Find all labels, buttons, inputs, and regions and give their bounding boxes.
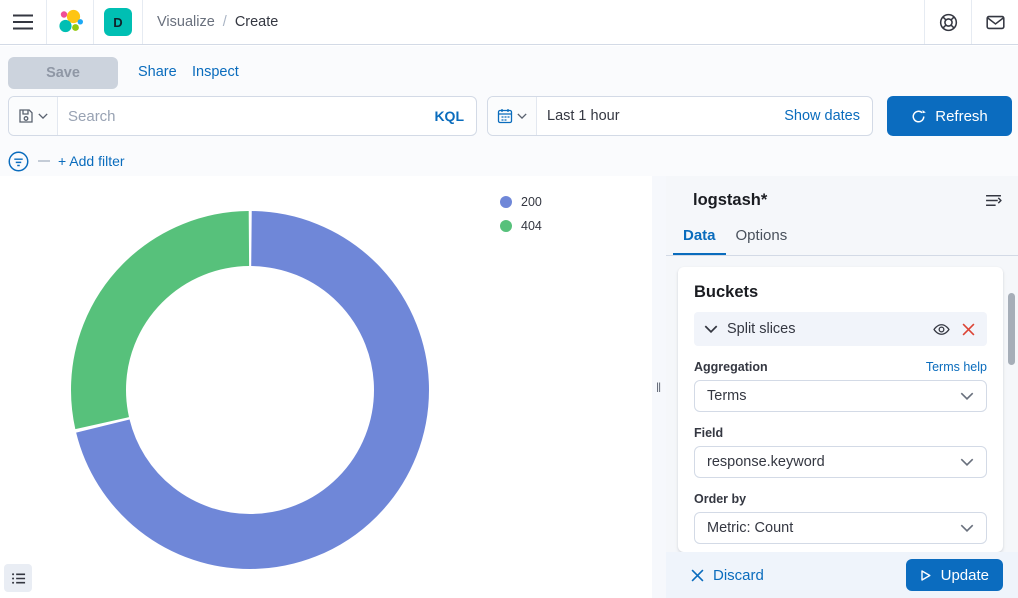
- vis-editor-sidebar: logstash* Data Options Buckets Split sli…: [666, 176, 1018, 598]
- chevron-down-icon: [38, 113, 48, 119]
- saved-query-menu-button[interactable]: [9, 97, 58, 135]
- tab-options[interactable]: Options: [735, 227, 788, 244]
- time-range-value[interactable]: Last 1 hour: [547, 108, 620, 124]
- top-navbar: D Visualize / Create: [0, 0, 1018, 45]
- buckets-card: Buckets Split slices: [678, 267, 1003, 552]
- terms-help-link[interactable]: Terms help: [925, 360, 987, 374]
- update-label: Update: [940, 566, 989, 584]
- close-x-icon: [962, 323, 975, 336]
- sidebar-footer: Discard Update: [666, 552, 1018, 598]
- chevron-down-icon: [960, 392, 974, 400]
- divider: [142, 0, 143, 44]
- query-language-button[interactable]: KQL: [434, 108, 464, 124]
- legend-item-200[interactable]: 200: [500, 190, 542, 214]
- split-slices-row[interactable]: Split slices: [694, 312, 987, 346]
- help-lifering-icon: [939, 13, 958, 32]
- newsfeed-button[interactable]: [972, 0, 1018, 44]
- toggle-visibility-button[interactable]: [931, 319, 952, 340]
- filter-bar: + Add filter: [0, 146, 1018, 176]
- aggregation-label: Aggregation: [694, 360, 768, 374]
- app-header: Save Share Inspect KQL: [0, 46, 1018, 176]
- share-button[interactable]: Share: [138, 64, 177, 80]
- buckets-title: Buckets: [694, 283, 759, 301]
- show-dates-button[interactable]: Show dates: [784, 108, 860, 124]
- chevron-down-icon: [960, 524, 974, 532]
- order-by-label: Order by: [694, 492, 747, 506]
- breadcrumb: Visualize / Create: [143, 14, 278, 30]
- search-input[interactable]: [58, 97, 423, 135]
- chart-panel: 200 404: [0, 176, 652, 598]
- collapse-sidebar-button[interactable]: [983, 190, 1004, 211]
- visualize-editor: 200 404 ‖ logstash*: [0, 176, 1018, 598]
- discard-label: Discard: [713, 566, 764, 584]
- sidebar-tabs: Data Options: [666, 219, 1018, 256]
- list-icon: [11, 571, 26, 586]
- aggregation-select[interactable]: Terms: [694, 380, 987, 412]
- search-input-group: KQL: [8, 96, 477, 136]
- tab-data[interactable]: Data: [673, 219, 726, 255]
- panel-resizer[interactable]: ‖: [652, 176, 666, 598]
- refresh-icon: [911, 109, 927, 124]
- cross-icon: [691, 569, 704, 582]
- play-icon: [920, 569, 932, 582]
- field-label: Field: [694, 426, 724, 440]
- breadcrumb-visualize[interactable]: Visualize: [157, 14, 215, 30]
- order-by-value: Metric: Count: [707, 520, 794, 536]
- legend-swatch-404: [500, 220, 512, 232]
- divider: [93, 0, 94, 44]
- help-button[interactable]: [925, 0, 971, 44]
- eye-icon: [933, 321, 950, 338]
- filter-menu-icon[interactable]: [8, 151, 29, 172]
- calendar-icon: [497, 108, 513, 124]
- elastic-logo-icon: [56, 8, 84, 36]
- query-bar: KQL Last 1 hour Show dates: [0, 96, 1018, 136]
- breadcrumb-separator: /: [222, 14, 227, 30]
- legend-item-404[interactable]: 404: [500, 214, 542, 238]
- index-pattern-title: logstash*: [693, 191, 768, 209]
- donut-slice-404[interactable]: [71, 211, 429, 569]
- divider: [924, 0, 925, 44]
- save-query-icon: [18, 108, 34, 124]
- space-avatar[interactable]: D: [104, 8, 132, 36]
- legend-swatch-200: [500, 196, 512, 208]
- legend-toggle-button[interactable]: [4, 564, 32, 592]
- legend-label-404: 404: [521, 219, 542, 233]
- add-filter-button[interactable]: + Add filter: [58, 153, 125, 169]
- donut-slice-200[interactable]: [71, 211, 429, 569]
- elastic-home-button[interactable]: [47, 0, 93, 44]
- breadcrumb-create: Create: [234, 14, 279, 30]
- aggregation-value: Terms: [707, 388, 747, 404]
- divider: [46, 0, 47, 44]
- discard-button[interactable]: Discard: [691, 567, 764, 584]
- remove-bucket-button[interactable]: [960, 321, 977, 338]
- order-by-select[interactable]: Metric: Count: [694, 512, 987, 544]
- scrollbar-thumb[interactable]: [1008, 293, 1015, 365]
- split-slices-label: Split slices: [727, 321, 796, 337]
- chevron-down-icon: [960, 458, 974, 466]
- refresh-label: Refresh: [935, 107, 988, 125]
- mail-icon: [985, 13, 1005, 32]
- donut-chart[interactable]: [0, 176, 520, 598]
- divider: [971, 0, 972, 44]
- field-value: response.keyword: [707, 454, 825, 470]
- filter-bar-divider: [38, 160, 50, 162]
- hamburger-icon: [13, 14, 33, 30]
- resizer-grip-icon: ‖: [655, 379, 663, 395]
- chart-legend: 200 404: [500, 190, 542, 238]
- menu-button[interactable]: [0, 0, 46, 44]
- inspect-button[interactable]: Inspect: [192, 64, 239, 80]
- quick-time-menu-button[interactable]: [488, 97, 537, 135]
- save-button[interactable]: Save: [8, 57, 118, 89]
- chevron-down-icon: [517, 113, 527, 119]
- chevron-down-icon: [704, 325, 718, 333]
- field-select[interactable]: response.keyword: [694, 446, 987, 478]
- menu-right-icon: [985, 192, 1002, 209]
- date-picker-group: Last 1 hour Show dates: [487, 96, 873, 136]
- update-button[interactable]: Update: [905, 559, 1003, 591]
- refresh-button[interactable]: Refresh: [887, 96, 1012, 136]
- legend-label-200: 200: [521, 195, 542, 209]
